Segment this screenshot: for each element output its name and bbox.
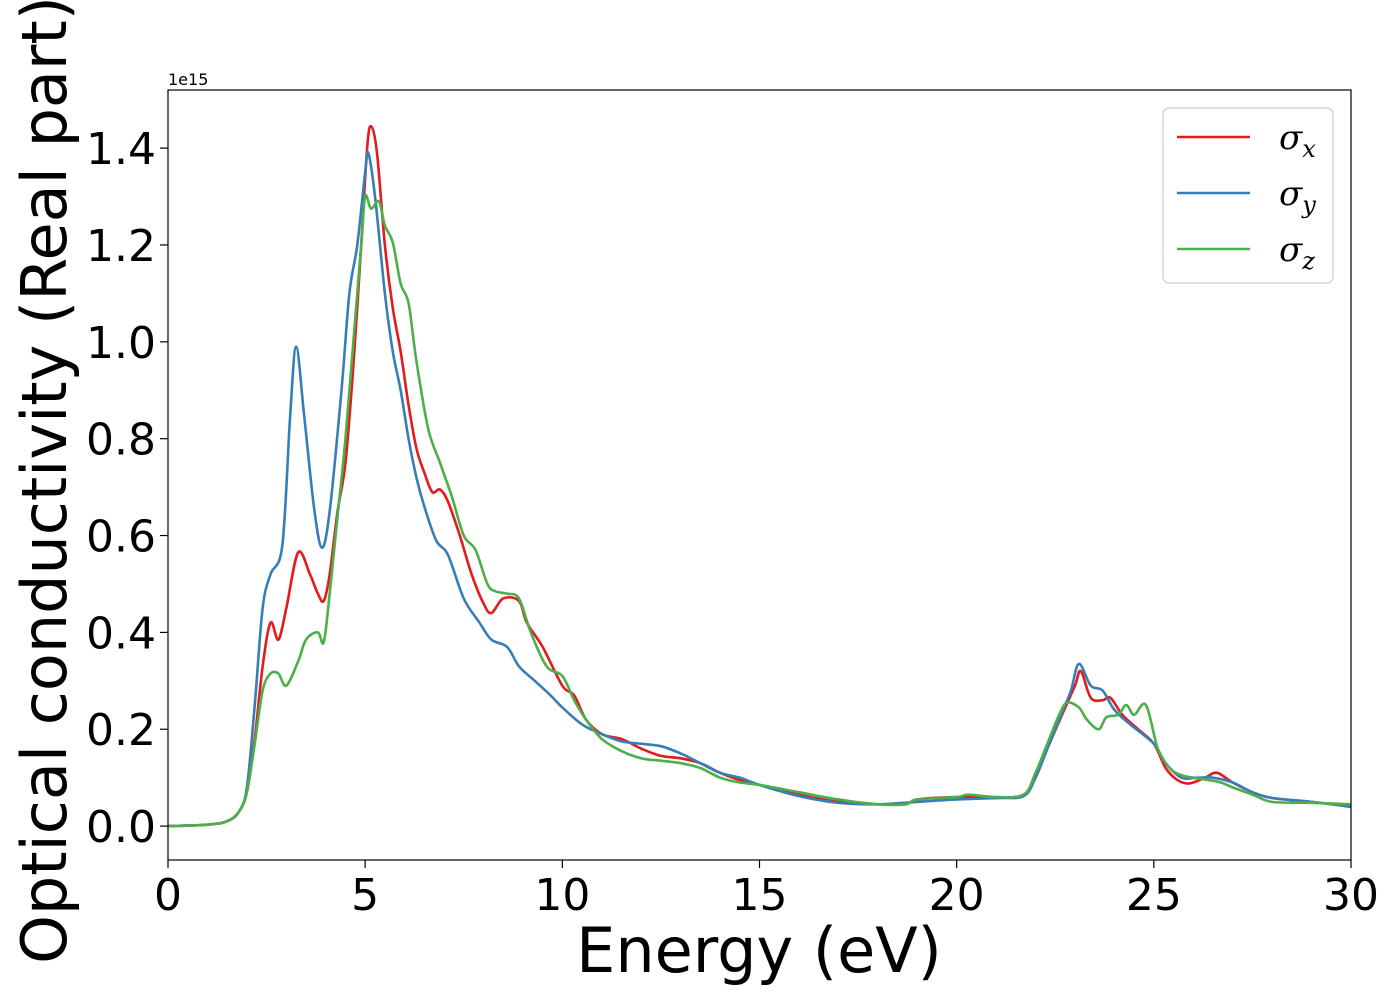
x-tick-label: 25: [1126, 870, 1182, 921]
y-tick-label: 1.2: [86, 221, 156, 272]
legend-label-y: σy: [1279, 174, 1316, 219]
y-axis-title: Optical conductivity (Real part): [8, 0, 81, 964]
x-tick-label: 30: [1323, 870, 1379, 921]
series-line-z: [167, 193, 1352, 828]
x-tick-label: 5: [351, 870, 379, 921]
x-tick-label: 15: [732, 870, 788, 921]
y-tick-label: 1.4: [86, 124, 156, 175]
x-tick-label: 10: [534, 870, 590, 921]
legend-label-z: σz: [1279, 230, 1315, 275]
legend-box: [1162, 107, 1334, 284]
y-tick-label: 0.2: [86, 705, 156, 756]
y-tick-label: 0.8: [86, 415, 156, 466]
y-tick-label: 0.4: [86, 608, 156, 659]
x-axis: 0 5 10 15 20 25 30: [154, 860, 1379, 921]
y-tick-label: 0.6: [86, 512, 156, 563]
legend-label-x: σx: [1279, 118, 1316, 163]
x-tick-label: 0: [154, 870, 182, 921]
x-tick-label: 20: [929, 870, 985, 921]
y-offset-label: 1e15: [168, 70, 208, 89]
series-layer: [167, 124, 1352, 828]
y-axis: 0.0 0.2 0.4 0.6 0.8 1.0 1.2 1.4: [86, 124, 168, 853]
y-tick-label: 1.0: [86, 318, 156, 369]
x-axis-title: Energy (eV): [576, 914, 942, 987]
series-line-y: [167, 150, 1352, 828]
y-tick-label: 0.0: [86, 802, 156, 853]
legend: σx σy σz: [1162, 107, 1334, 284]
